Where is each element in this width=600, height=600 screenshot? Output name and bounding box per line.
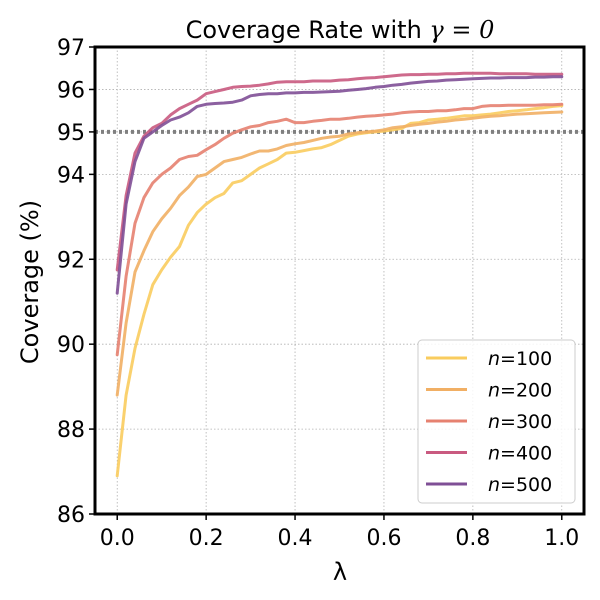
x-tick-label: 0.0 xyxy=(100,526,135,551)
legend-label: n=400 xyxy=(488,443,552,465)
x-tick-label: 0.2 xyxy=(189,526,224,551)
legend-box xyxy=(417,339,576,504)
legend-label: n=500 xyxy=(488,474,552,496)
series-line-n300 xyxy=(115,102,564,357)
x-tick-label: 0.6 xyxy=(366,526,401,551)
legend: n=100 n=200 n=300 n=400 n=500 xyxy=(417,339,576,504)
series-line-n500 xyxy=(115,75,564,295)
legend-label: n=200 xyxy=(488,380,552,402)
x-tick-label: 1.0 xyxy=(544,526,579,551)
y-tick-label: 92 xyxy=(57,248,85,273)
x-tick-label: 0.4 xyxy=(278,526,313,551)
series-line-n400 xyxy=(115,71,564,272)
legend-label: n=300 xyxy=(488,411,552,433)
y-tick-label: 97 xyxy=(57,36,85,61)
y-tick-label: 90 xyxy=(57,333,85,358)
y-tick-label: 94 xyxy=(57,163,85,188)
x-axis-ticks: 0.0 0.2 0.4 0.6 0.8 1.0 xyxy=(100,514,579,551)
y-tick-label: 86 xyxy=(57,503,85,528)
y-tick-label: 88 xyxy=(57,418,85,443)
legend-label: n=100 xyxy=(488,348,552,370)
y-axis-label: Coverage (%) xyxy=(16,200,44,364)
series-line-n100 xyxy=(115,104,564,478)
y-tick-label: 96 xyxy=(57,78,85,103)
chart-title: Coverage Rate with γ = 0 xyxy=(186,16,495,44)
y-tick-label: 95 xyxy=(57,121,85,146)
series-lines xyxy=(115,71,564,478)
plot-frame xyxy=(93,45,586,516)
y-axis-ticks: 86 88 90 92 94 95 96 97 xyxy=(57,36,95,528)
series-line-n200 xyxy=(115,110,564,397)
x-axis-label: λ xyxy=(333,558,347,586)
x-tick-label: 0.8 xyxy=(455,526,490,551)
